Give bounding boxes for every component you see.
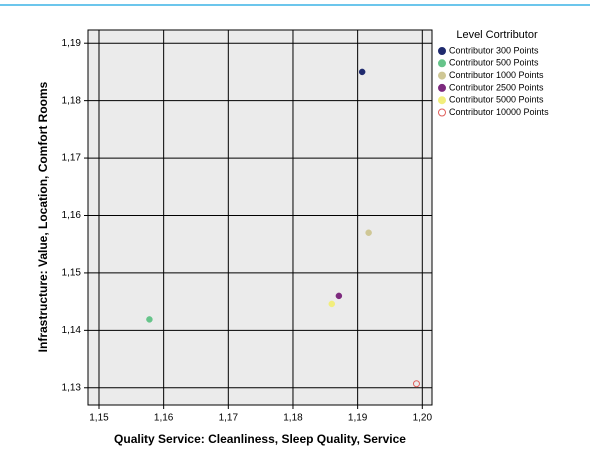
- legend-label: Contributor 2500 Points: [449, 82, 544, 92]
- x-tick-label: 1,20: [413, 413, 433, 424]
- legend-marker: [438, 83, 446, 92]
- y-tick-label: 1,13: [62, 382, 82, 393]
- legend-marker: [438, 47, 446, 55]
- point: [412, 380, 420, 388]
- legend-label: Contributor 500 Points: [449, 58, 539, 68]
- x-tick-label: 1,18: [283, 413, 303, 424]
- legend-label: Contributor 1000 Points: [449, 70, 544, 80]
- legend-label: Contributor 5000 Points: [449, 95, 544, 105]
- legend-label: Contributor 10000 Points: [449, 107, 549, 117]
- y-axis-title: Infrastructure: Value, Location, Comfort…: [36, 81, 50, 352]
- x-tick-label: 1,19: [348, 413, 368, 424]
- legend-marker: [438, 108, 446, 117]
- x-tick-label: 1,15: [89, 413, 109, 424]
- x-tick-label: 1,17: [219, 413, 239, 424]
- point: [365, 229, 372, 236]
- point: [358, 68, 366, 76]
- legend-marker: [438, 96, 446, 105]
- legend-title: Level Cortributor: [456, 29, 538, 41]
- y-tick-label: 1,18: [62, 95, 82, 106]
- legend-marker: [438, 59, 446, 68]
- y-tick-label: 1,17: [62, 153, 82, 164]
- plot-area: [87, 29, 433, 406]
- y-tick-label: 1,19: [62, 38, 82, 49]
- y-tick-label: 1,16: [62, 210, 82, 221]
- point: [328, 300, 336, 308]
- legend-label: Contributor 300 Points: [449, 45, 539, 55]
- legend-marker: [438, 71, 446, 80]
- x-axis-title: Quality Service: Cleanliness, Sleep Qual…: [114, 432, 406, 446]
- point: [335, 292, 343, 300]
- y-tick-label: 1,14: [62, 325, 82, 336]
- y-tick-label: 1,15: [62, 268, 82, 279]
- x-tick-label: 1,16: [154, 413, 174, 424]
- point: [146, 316, 153, 323]
